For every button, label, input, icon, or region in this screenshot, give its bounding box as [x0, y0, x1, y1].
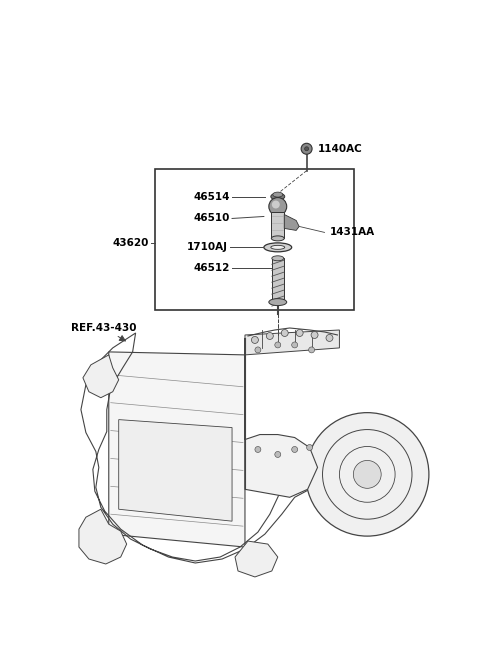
Circle shape: [292, 447, 298, 453]
Text: 1140AC: 1140AC: [318, 143, 362, 154]
Circle shape: [307, 445, 312, 451]
Circle shape: [305, 147, 309, 151]
Ellipse shape: [271, 246, 285, 250]
Circle shape: [255, 447, 261, 453]
Circle shape: [296, 329, 303, 337]
Circle shape: [292, 342, 298, 348]
Circle shape: [255, 347, 261, 353]
Circle shape: [301, 143, 312, 154]
Polygon shape: [119, 420, 232, 521]
Bar: [272, 258, 284, 302]
Ellipse shape: [269, 299, 287, 306]
Circle shape: [269, 198, 287, 215]
Circle shape: [272, 200, 280, 208]
Ellipse shape: [272, 256, 284, 261]
Polygon shape: [79, 509, 127, 564]
Circle shape: [275, 451, 281, 457]
Text: 1431AA: 1431AA: [329, 227, 374, 237]
Bar: [156, 169, 354, 310]
Ellipse shape: [271, 193, 285, 200]
Circle shape: [306, 413, 429, 536]
Polygon shape: [235, 541, 278, 577]
Circle shape: [309, 347, 314, 353]
Ellipse shape: [273, 192, 283, 197]
Text: 46512: 46512: [194, 263, 230, 273]
Circle shape: [275, 342, 281, 348]
Polygon shape: [284, 214, 299, 231]
Circle shape: [326, 335, 333, 341]
Text: 43620: 43620: [112, 238, 148, 248]
Circle shape: [311, 331, 318, 339]
Text: 1710AJ: 1710AJ: [187, 242, 228, 252]
Ellipse shape: [271, 236, 284, 241]
Text: 46510: 46510: [194, 214, 230, 223]
Circle shape: [252, 337, 258, 343]
Polygon shape: [83, 355, 119, 398]
Polygon shape: [245, 330, 339, 355]
Ellipse shape: [264, 243, 292, 252]
Polygon shape: [245, 338, 318, 497]
Polygon shape: [109, 352, 245, 547]
Text: 46514: 46514: [193, 191, 230, 202]
Circle shape: [266, 333, 273, 339]
Text: REF.43-430: REF.43-430: [71, 323, 136, 333]
Circle shape: [353, 460, 381, 489]
Bar: [271, 212, 284, 238]
Circle shape: [281, 329, 288, 337]
